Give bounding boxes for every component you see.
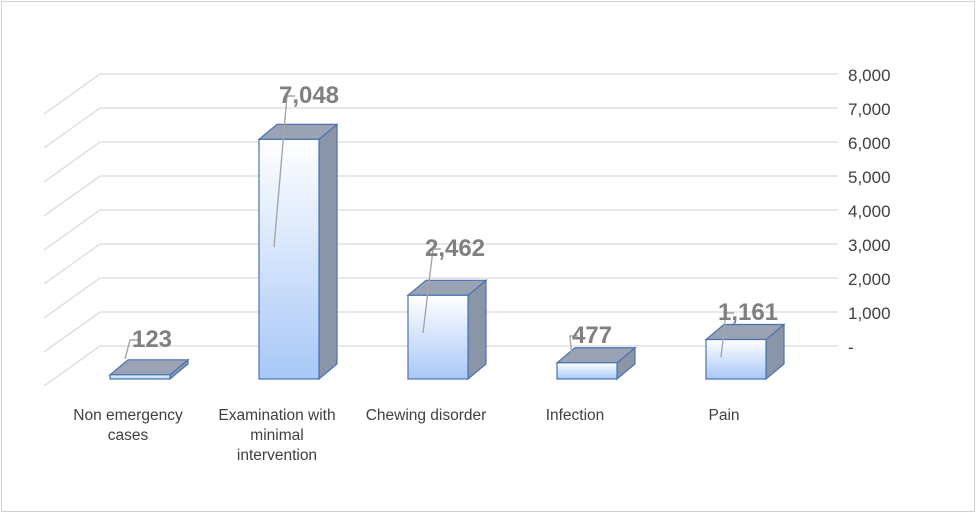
category-label: Pain [708, 407, 739, 424]
bar [705, 338, 767, 380]
leader-line [273, 95, 295, 248]
category-label-line: Chewing disorder [366, 407, 487, 424]
data-labels: 123 7,048 2,462 477 1,161 [132, 82, 778, 353]
leader-line [422, 248, 441, 334]
gridlines [43, 73, 838, 387]
data-label: 123 [132, 326, 172, 353]
gridline [43, 311, 838, 353]
category-label: Examination with minimal intervention [218, 407, 335, 464]
y-tick-label: 4,000 [848, 202, 891, 221]
y-tick-label: - [848, 338, 854, 357]
category-label-line: Non emergency [73, 407, 183, 424]
category-label-line: Pain [708, 407, 739, 424]
gridline [43, 73, 838, 115]
gridline [43, 141, 838, 183]
y-tick-label: 3,000 [848, 236, 891, 255]
bar-side [318, 123, 338, 381]
category-label-line: intervention [237, 447, 317, 464]
data-label: 1,161 [718, 299, 778, 326]
leader-line [569, 335, 578, 360]
leader-line [124, 339, 138, 360]
gridline [43, 107, 838, 149]
category-label: Chewing disorder [366, 407, 487, 424]
y-tick-label: 1,000 [848, 304, 891, 323]
y-tick-label: 5,000 [848, 168, 891, 187]
bars [108, 123, 786, 381]
leader-line [720, 312, 734, 358]
category-label-line: Infection [546, 407, 605, 424]
data-label: 477 [572, 322, 612, 349]
bar [556, 362, 618, 380]
category-label: Non emergency cases [73, 407, 183, 444]
y-tick-label: 8,000 [848, 66, 891, 85]
y-tick-label: 7,000 [848, 100, 891, 119]
y-axis-ticks: - 1,000 2,000 3,000 4,000 5,000 6,000 7,000 8,00… [848, 66, 891, 357]
data-label: 7,048 [279, 82, 339, 109]
bar-side [467, 279, 487, 381]
data-label: 2,462 [425, 235, 485, 262]
gridline [43, 277, 838, 319]
category-labels: Non emergency cases Examination with minima… [73, 407, 739, 464]
gridline [43, 345, 838, 387]
gridline [43, 209, 838, 251]
gridline [43, 175, 838, 217]
gridline [43, 243, 838, 285]
bar [109, 374, 171, 380]
category-label-line: cases [108, 427, 149, 444]
y-tick-label: 6,000 [848, 134, 891, 153]
y-tick-label: 2,000 [848, 270, 891, 289]
bar [407, 294, 469, 380]
category-label-line: Examination with [218, 407, 335, 424]
category-label: Infection [546, 407, 605, 424]
leader-lines [124, 95, 734, 360]
category-label-line: minimal [250, 427, 303, 444]
bar [258, 138, 320, 380]
